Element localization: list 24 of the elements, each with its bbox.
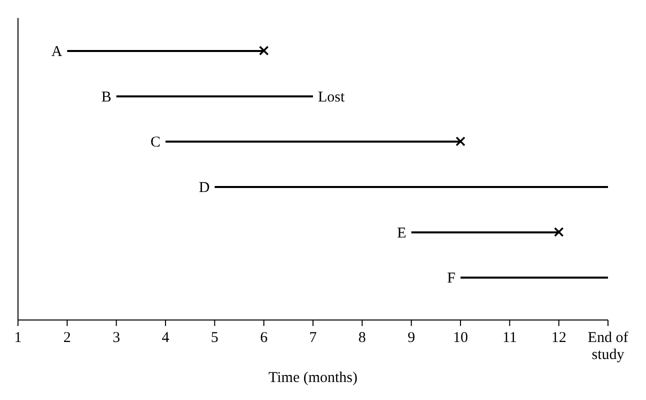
y-tick-label: B xyxy=(101,89,112,106)
x-axis-title: Time (months) xyxy=(268,370,358,386)
y-tick-label: C xyxy=(150,134,160,151)
x-tick-label: 9 xyxy=(408,330,416,346)
x-tick-label: 4 xyxy=(162,330,170,346)
x-tick-label: End of study xyxy=(588,330,628,363)
bar xyxy=(214,186,608,188)
x-tick-label: 1 xyxy=(14,330,22,346)
y-tick-label: F xyxy=(447,270,456,287)
x-tick-label: 10 xyxy=(453,330,468,346)
bar xyxy=(116,95,313,98)
x-tick-label: 7 xyxy=(309,330,318,346)
x-tick-label: 11 xyxy=(502,330,517,346)
x-tick-label: 3 xyxy=(112,330,120,346)
y-tick-label: D xyxy=(198,180,210,196)
annotation: Lost xyxy=(318,89,346,106)
bar xyxy=(460,276,608,279)
x-tick-label: 5 xyxy=(210,330,218,346)
x-tick-label: 2 xyxy=(63,330,71,346)
y-tick-label: E xyxy=(397,225,406,242)
x-tick-label: 12 xyxy=(551,330,566,346)
x-tick-label: 6 xyxy=(260,330,268,346)
y-tick-label: A xyxy=(51,44,62,60)
x-tick-label: 8 xyxy=(358,330,366,346)
